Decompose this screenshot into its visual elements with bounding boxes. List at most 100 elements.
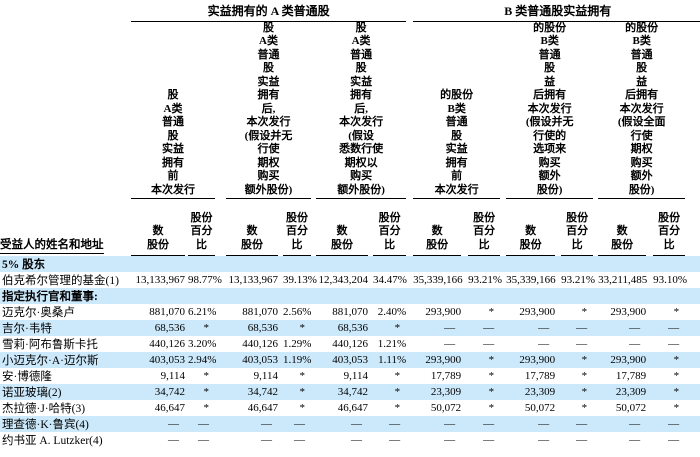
sub-gap (646, 199, 653, 256)
shares-percent-cell: * (673, 369, 680, 382)
column-gap (406, 432, 413, 448)
shares-percent-cell: * (673, 305, 680, 318)
col-header-b-pre-offering: 的股份 B类 普通 股 实益 拥有 前 本次发行 (413, 21, 501, 199)
shares-count-cell: — (444, 337, 456, 350)
shares-count-cell: 34,742 (154, 385, 185, 398)
shares-count-cell: 9,114 (343, 369, 368, 382)
shares-percent-cell: — (668, 321, 680, 334)
row-label (0, 448, 131, 457)
shares-percent-cell: — (294, 433, 305, 446)
shares-percent-cell: 2.94% (188, 353, 217, 366)
column-gap (461, 320, 468, 336)
row-label: 伯克希尔管理的基金(1) (2, 274, 119, 287)
shares-number-header: 数 股份 (226, 198, 278, 256)
shares-percent-cell (468, 288, 500, 304)
shares-percent-cell (653, 288, 685, 304)
column-gap (461, 416, 468, 432)
column-gap (461, 448, 468, 457)
shares-count-cell: 34,742 (247, 385, 278, 398)
column-gap (685, 448, 700, 457)
column-gap (461, 400, 468, 416)
shares-count-cell: 403,053 (149, 353, 185, 366)
shares-count-cell (131, 288, 185, 304)
shares-percent-cell: — (483, 417, 495, 430)
shares-percent-cell: — (483, 321, 495, 334)
shares-percent-cell: 93.21% (468, 273, 503, 286)
shares-percent-cell: * (394, 401, 401, 414)
column-gap (215, 432, 226, 448)
column-gap (461, 336, 468, 352)
shares-percent-cell: * (299, 369, 306, 382)
shares-count-cell: 9,114 (253, 369, 278, 382)
shares-percent-cell: 6.21% (188, 305, 217, 318)
column-gap (215, 416, 226, 432)
shares-percent-cell: * (203, 401, 210, 414)
shares-count-cell (226, 448, 278, 457)
shares-count-cell (316, 448, 368, 457)
shares-count-cell: 50,072 (615, 401, 647, 414)
column-gap (461, 288, 468, 304)
shares-percent-cell: * (488, 385, 495, 398)
column-gap (406, 384, 413, 400)
column-gap (685, 336, 700, 352)
shares-number-header: 数 股份 (506, 198, 556, 256)
beneficiary-header-cell: 受益人的姓名和地址 (0, 199, 131, 256)
shares-count-cell: 17,789 (430, 369, 462, 382)
shares-count-cell: 68,536 (337, 321, 368, 334)
shares-percent-cell: * (488, 353, 495, 366)
shares-count-cell: 68,536 (154, 321, 185, 334)
column-gap (646, 400, 653, 416)
column-gap (646, 304, 653, 320)
column-gap (215, 304, 226, 320)
shares-percent-cell: 2.40% (377, 305, 407, 318)
column-gap (406, 288, 413, 304)
shares-count-cell: 35,339,166 (413, 273, 463, 286)
col-header-b-post-full-option: 的股份 B类 普通 股 益 后拥有 本次发行 (假设全面 行使 期权 购买 额外… (598, 21, 686, 199)
shares-percent-cell: * (673, 401, 680, 414)
shares-percent-cell: * (581, 305, 588, 318)
column-gap (461, 368, 468, 384)
col-header-a-pre-offering: 股 A类 普通 股 实益 拥有 前 本次发行 (131, 21, 215, 199)
column-gap (685, 416, 700, 432)
shares-percent-cell (188, 288, 215, 304)
column-gap (406, 448, 413, 457)
column-gap (406, 400, 413, 416)
beneficiary-header: 受益人的姓名和地址 (0, 236, 104, 254)
corner-spacer (0, 0, 131, 21)
column-gap (215, 384, 226, 400)
shares-percent-cell: 1.29% (283, 337, 312, 350)
column-gap (685, 272, 700, 288)
shares-count-cell: 881,070 (332, 305, 368, 318)
shares-percent-cell (283, 256, 311, 272)
shares-percent-cell: * (394, 385, 401, 398)
shares-count-cell (413, 288, 461, 304)
shares-count-cell: 17,789 (524, 369, 556, 382)
column-gap (215, 352, 226, 368)
column-gap (406, 304, 413, 320)
shares-count-cell: 293,900 (519, 305, 556, 318)
column-gap (461, 352, 468, 368)
shares-count-cell: — (444, 417, 456, 430)
column-gap (685, 320, 700, 336)
label-col-spacer (0, 21, 131, 199)
shares-count-cell (413, 448, 461, 457)
shares-count-cell: 293,900 (610, 305, 647, 318)
group-gap (406, 199, 413, 256)
table-row: 安·博德隆 9,114 * 9,114 * 9,114 * 17,789 * 17,789 * 17,… (0, 368, 700, 384)
shares-percent-header: 股份 百分 比 (653, 198, 686, 256)
shares-percent-cell (468, 448, 500, 457)
shares-count-cell: 34,742 (337, 385, 368, 398)
column-gap (685, 352, 700, 368)
shares-count-cell (598, 256, 646, 272)
shares-percent-cell: — (576, 321, 588, 334)
class-a-group-title: 实益拥有的 A 类普通股 (131, 0, 407, 22)
shares-count-cell: 440,126 (242, 337, 278, 350)
shares-count-cell: 881,070 (149, 305, 185, 318)
shares-percent-cell: * (581, 353, 588, 366)
row-label: 理查德·K·鲁宾(4) (2, 418, 89, 431)
shares-percent-cell: — (668, 433, 680, 446)
shares-percent-cell: 2.56% (283, 305, 312, 318)
shares-count-cell (598, 288, 646, 304)
shares-count-cell (598, 448, 646, 457)
column-gap (461, 256, 468, 272)
